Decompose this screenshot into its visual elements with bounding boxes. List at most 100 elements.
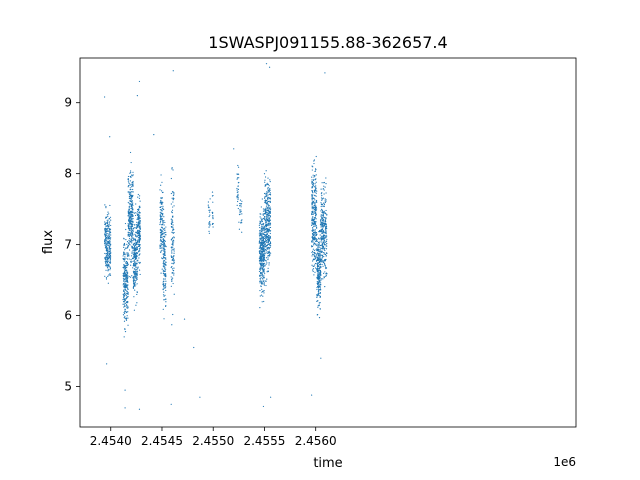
data-point — [107, 244, 109, 246]
data-point — [108, 230, 110, 232]
data-point — [162, 271, 164, 273]
data-point — [315, 206, 318, 209]
data-point — [266, 182, 268, 184]
data-point — [164, 268, 166, 270]
data-point — [138, 254, 140, 256]
data-point — [324, 253, 327, 256]
data-point — [123, 336, 125, 338]
data-point — [319, 263, 321, 266]
data-point — [315, 209, 317, 211]
data-point — [314, 170, 316, 173]
data-point — [131, 275, 133, 277]
data-point — [267, 240, 270, 243]
data-point — [136, 240, 139, 242]
data-point — [259, 216, 261, 218]
data-point — [324, 200, 326, 202]
data-point — [173, 274, 175, 276]
data-point — [132, 286, 135, 288]
data-point — [313, 251, 316, 254]
data-point — [128, 202, 130, 204]
data-point — [134, 214, 137, 217]
data-point — [126, 252, 128, 254]
data-point — [311, 190, 314, 192]
data-point — [266, 262, 268, 264]
data-point — [108, 227, 110, 229]
data-point — [320, 247, 322, 249]
data-point — [161, 190, 163, 192]
data-point — [313, 197, 315, 199]
data-point — [311, 194, 313, 196]
data-point — [260, 272, 262, 274]
data-point — [262, 239, 264, 241]
data-point — [209, 225, 211, 227]
data-point — [108, 229, 111, 231]
data-point — [319, 266, 321, 269]
data-point — [162, 235, 164, 238]
data-point — [212, 201, 214, 203]
data-point — [135, 263, 137, 265]
data-point — [241, 219, 243, 221]
x-tick-label: 2.4560 — [295, 434, 337, 448]
data-point — [263, 241, 265, 243]
data-point — [263, 256, 266, 258]
data-point — [132, 240, 134, 242]
data-point — [132, 239, 135, 241]
data-point — [320, 219, 322, 221]
data-point — [318, 249, 320, 251]
data-point — [162, 284, 164, 286]
data-point — [267, 200, 269, 203]
data-point — [264, 231, 266, 233]
data-point — [263, 265, 265, 267]
data-point — [172, 242, 174, 244]
data-point — [124, 281, 126, 283]
data-point — [127, 244, 129, 247]
data-point — [139, 247, 141, 249]
data-point — [261, 218, 264, 220]
data-point — [236, 173, 238, 175]
data-point — [319, 288, 321, 291]
data-point — [259, 237, 261, 239]
data-point — [173, 272, 175, 274]
data-point — [320, 214, 322, 216]
data-point — [207, 204, 209, 206]
data-point — [126, 278, 129, 280]
data-point — [313, 162, 315, 165]
data-point — [130, 214, 132, 216]
data-point — [322, 236, 324, 238]
data-point — [321, 257, 323, 259]
y-tick-label: 9 — [64, 96, 72, 110]
data-point — [123, 265, 125, 268]
data-point — [173, 262, 175, 264]
data-point — [267, 228, 269, 230]
data-point — [312, 241, 314, 243]
data-point — [264, 265, 266, 267]
data-point — [261, 260, 263, 263]
data-point — [267, 194, 269, 196]
data-point — [323, 193, 325, 195]
data-point — [315, 187, 317, 189]
data-point — [138, 213, 140, 215]
data-point — [105, 277, 108, 279]
data-point — [131, 220, 133, 223]
data-point — [264, 226, 266, 228]
data-point — [138, 245, 140, 247]
data-point — [260, 250, 262, 252]
data-point — [319, 296, 321, 299]
data-point — [263, 275, 265, 277]
data-point — [127, 324, 129, 326]
data-point — [263, 251, 266, 253]
data-point — [264, 200, 266, 202]
data-point — [125, 276, 127, 278]
data-point — [128, 241, 130, 244]
data-point — [237, 207, 239, 210]
data-point — [129, 215, 131, 217]
data-point — [129, 233, 131, 236]
data-point — [314, 183, 316, 185]
data-point — [127, 191, 129, 193]
data-point — [136, 95, 138, 97]
data-point — [134, 275, 136, 277]
data-point — [163, 254, 165, 256]
data-point — [320, 223, 323, 225]
data-point — [128, 255, 130, 257]
data-point — [126, 267, 128, 269]
